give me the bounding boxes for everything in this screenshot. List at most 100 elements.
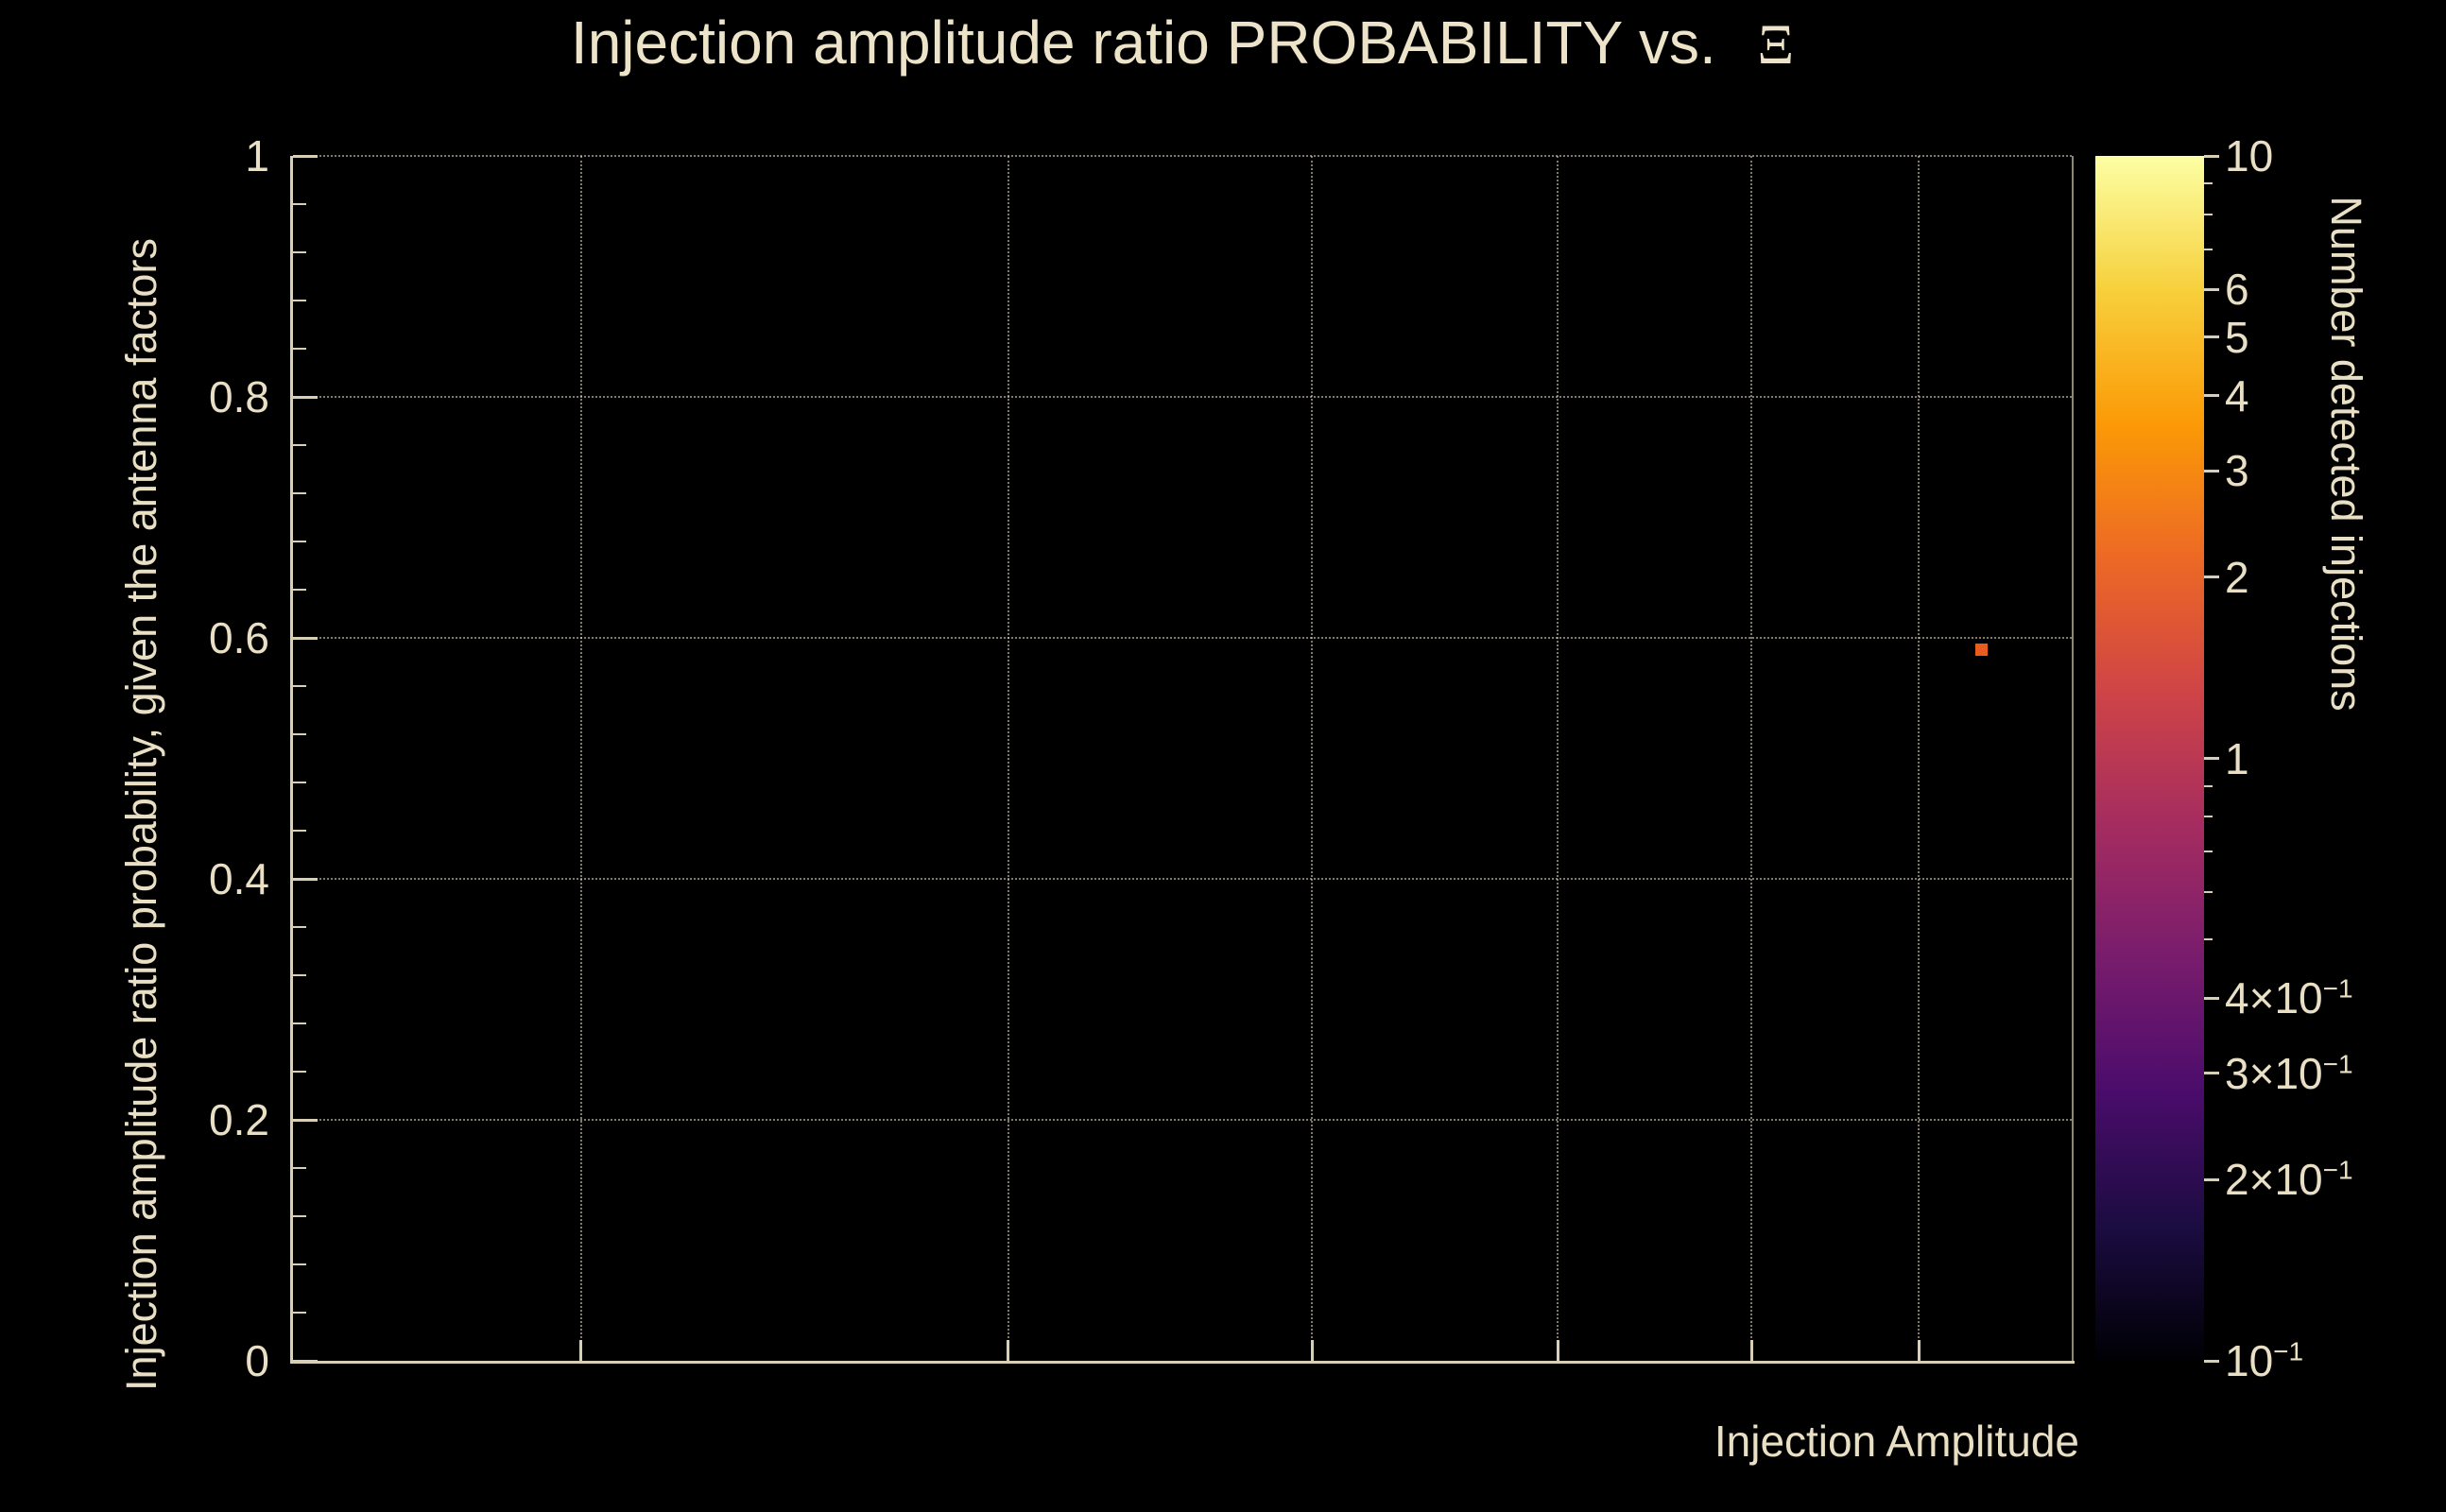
colorbar-tick-exponent: −1	[2273, 1336, 2304, 1366]
colorbar-major-tick	[2204, 469, 2219, 472]
y-minor-tick	[293, 251, 306, 253]
chart-title: Injection amplitude ratio PROBABILITY vs…	[293, 8, 2072, 77]
plot-area	[293, 154, 2072, 1363]
v-gridline	[1750, 156, 1753, 1361]
colorbar-tick-label: 3	[2225, 445, 2249, 496]
x-axis-line	[290, 1361, 2075, 1364]
v-gridline	[579, 156, 582, 1361]
colorbar-minor-tick	[2204, 890, 2213, 893]
colorbar-tick-label: 4	[2225, 370, 2249, 421]
y-minor-tick	[293, 1022, 306, 1024]
y-minor-tick	[293, 300, 306, 301]
gridlines-layer	[293, 155, 2072, 1361]
colorbar-major-tick	[2204, 1072, 2219, 1075]
colorbar-tick-exponent: −1	[2322, 973, 2353, 1004]
colorbar-tick-exponent: −1	[2322, 1155, 2353, 1185]
colorbar-minor-tick	[2204, 850, 2213, 853]
y-tick-label: 0.8	[209, 372, 269, 421]
colorbar-tick-base: 2×10	[2225, 1155, 2323, 1205]
y-minor-tick	[293, 782, 306, 783]
colorbar-tick-base: 4×10	[2225, 973, 2323, 1023]
y-major-tick	[293, 154, 318, 158]
colorbar-tick-label: 6	[2225, 264, 2249, 315]
frame-right-line	[2072, 156, 2074, 1361]
y-tick-label: 0	[245, 1336, 269, 1385]
colorbar-tick-base: 1	[2225, 733, 2249, 783]
chart-title-symbol: Ξ	[1757, 13, 1795, 76]
y-minor-tick	[293, 492, 306, 494]
y-minor-tick	[293, 1071, 306, 1073]
y-major-tick	[293, 1359, 318, 1363]
h-gridline	[293, 155, 2072, 157]
v-gridline	[1918, 156, 1921, 1361]
y-minor-tick	[293, 926, 306, 928]
chart-title-text: Injection amplitude ratio PROBABILITY vs…	[570, 9, 1733, 77]
colorbar-minor-tick	[2204, 784, 2213, 787]
colorbar-major-tick	[2204, 757, 2219, 760]
colorbar-tick-label: 4×10−1	[2225, 972, 2353, 1023]
y-minor-tick	[293, 1167, 306, 1169]
y-minor-tick	[293, 203, 306, 205]
y-minor-tick	[293, 1263, 306, 1265]
v-gridline	[1311, 156, 1314, 1361]
colorbar-tick-label: 1	[2225, 733, 2249, 784]
y-axis-line	[290, 156, 293, 1364]
colorbar-tick-base: 3×10	[2225, 1048, 2323, 1098]
colorbar-tick-base: 5	[2225, 312, 2249, 362]
y-minor-tick	[293, 830, 306, 832]
colorbar-minor-tick	[2204, 248, 2213, 250]
y-tick-label: 0.2	[209, 1095, 269, 1144]
colorbar-label: Number detected injections	[2322, 196, 2370, 712]
colorbar-tick-base: 4	[2225, 370, 2249, 421]
colorbar-tick-base: 10	[2225, 131, 2274, 180]
colorbar-major-tick	[2204, 394, 2219, 398]
colorbar-major-tick	[2204, 1359, 2219, 1363]
y-minor-tick	[293, 589, 306, 591]
colorbar-minor-tick	[2204, 816, 2213, 818]
colorbar-tick-base: 2	[2225, 552, 2249, 602]
colorbar-minor-tick	[2204, 213, 2213, 215]
x-major-tick	[579, 1340, 583, 1361]
data-point	[1974, 644, 1988, 657]
y-tick-label: 1	[245, 131, 269, 180]
colorbar-tick-label: 3×10−1	[2225, 1048, 2353, 1099]
colorbar-tick-base: 10	[2225, 1336, 2274, 1385]
points-layer	[293, 156, 2072, 1361]
h-gridline	[293, 878, 2072, 880]
colorbar-major-tick	[2204, 335, 2219, 339]
colorbar-minor-tick	[2204, 938, 2213, 941]
colorbar-tick-base: 3	[2225, 446, 2249, 496]
y-major-tick	[293, 1118, 318, 1122]
colorbar-major-tick	[2204, 576, 2219, 579]
ticks-layer	[293, 154, 2072, 1363]
colorbar-major-tick	[2204, 154, 2219, 158]
colorbar-tick-label: 2	[2225, 552, 2249, 603]
y-tick-label: 0.6	[209, 613, 269, 662]
y-major-tick	[293, 395, 318, 399]
y-tick-label: 0.4	[209, 854, 269, 903]
colorbar-tick-base: 6	[2225, 265, 2249, 315]
colorbar-tick-label: 2×10−1	[2225, 1154, 2353, 1205]
x-major-tick	[1917, 1340, 1921, 1361]
x-axis-label: Injection Amplitude	[1714, 1417, 2079, 1466]
x-major-tick	[1556, 1340, 1559, 1361]
colorbar-tick-label: 5	[2225, 312, 2249, 363]
y-minor-tick	[293, 974, 306, 976]
h-gridline	[293, 396, 2072, 398]
x-major-tick	[1310, 1340, 1314, 1361]
y-minor-tick	[293, 444, 306, 446]
y-minor-tick	[293, 1215, 306, 1217]
y-major-tick	[293, 877, 318, 881]
colorbar-major-tick	[2204, 287, 2219, 291]
colorbar	[2095, 156, 2204, 1361]
colorbar-tick-label: 10−1	[2225, 1335, 2303, 1386]
y-minor-tick	[293, 348, 306, 350]
colorbar-major-tick	[2204, 1177, 2219, 1181]
h-gridline	[293, 637, 2072, 639]
x-major-tick	[1749, 1340, 1753, 1361]
colorbar-tick-label: 10	[2225, 130, 2273, 181]
v-gridline	[1557, 156, 1559, 1361]
colorbar-tick-exponent: −1	[2322, 1049, 2353, 1079]
colorbar-major-tick	[2204, 996, 2219, 1000]
